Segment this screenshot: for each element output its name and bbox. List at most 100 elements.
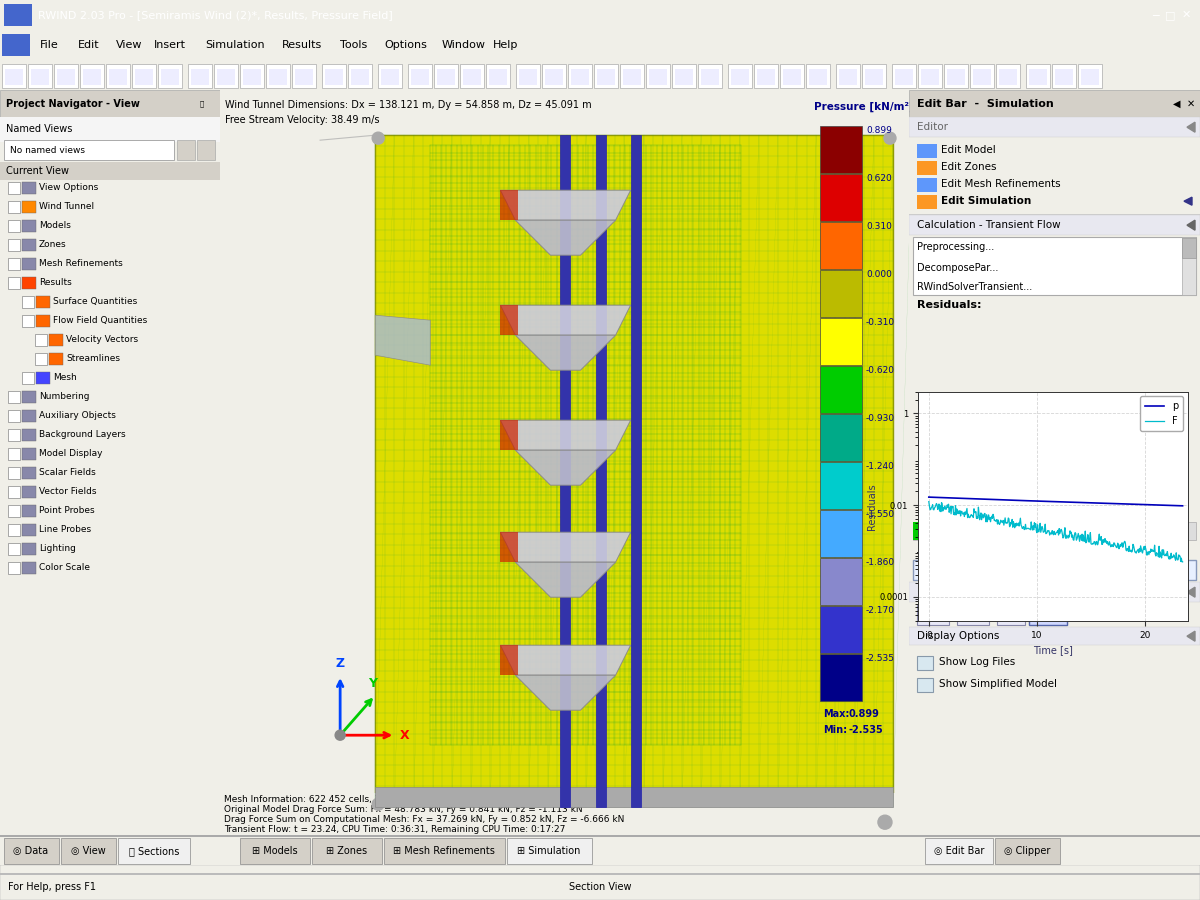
Bar: [1081, 69, 1099, 85]
Bar: [106, 64, 130, 88]
Text: Drag Force Sum on Computational Mesh: Fx = 37.269 kN, Fy = 0.852 kN, Fz = -6.666: Drag Force Sum on Computational Mesh: Fx…: [224, 814, 624, 824]
Bar: [8, 410, 20, 422]
Bar: [910, 117, 1200, 137]
Bar: [925, 838, 994, 864]
Text: p: p: [1044, 610, 1051, 620]
F: [1105, 539, 1120, 550]
Bar: [674, 69, 694, 85]
Bar: [132, 64, 156, 88]
p: [1106, 499, 1121, 509]
Text: -0.310: -0.310: [866, 319, 895, 328]
Bar: [0, 162, 220, 180]
Bar: [995, 838, 1060, 864]
Text: Color Scale: Color Scale: [38, 562, 90, 572]
Bar: [2, 34, 30, 56]
Bar: [947, 69, 965, 85]
Bar: [910, 215, 1200, 235]
Bar: [571, 69, 589, 85]
Text: Edit Model: Edit Model: [941, 145, 996, 155]
Polygon shape: [1187, 631, 1195, 641]
Bar: [922, 69, 940, 85]
Bar: [1182, 238, 1196, 258]
Text: Auxiliary Objects: Auxiliary Objects: [38, 410, 116, 419]
Text: ⇒: ⇒: [968, 610, 978, 620]
Text: 0.310: 0.310: [866, 222, 892, 231]
Text: Vector Fields: Vector Fields: [38, 487, 96, 496]
Bar: [500, 532, 518, 562]
F: [1022, 524, 1037, 535]
Bar: [1055, 69, 1073, 85]
Bar: [958, 605, 989, 626]
Text: Flow Field Quantities: Flow Field Quantities: [53, 316, 148, 325]
Bar: [8, 467, 20, 479]
Bar: [839, 69, 857, 85]
Text: Wind Tunnel: Wind Tunnel: [38, 202, 94, 211]
Bar: [118, 838, 190, 864]
Bar: [917, 144, 937, 158]
Polygon shape: [516, 335, 616, 370]
Text: X: X: [401, 729, 410, 742]
Bar: [1182, 238, 1196, 295]
Circle shape: [335, 730, 346, 740]
Text: Edit Bar  -  Simulation: Edit Bar - Simulation: [917, 99, 1054, 109]
Text: ⬛: ⬛: [200, 101, 204, 107]
Circle shape: [372, 798, 384, 810]
Text: Streamlines: Streamlines: [66, 354, 120, 363]
Text: -2.170: -2.170: [866, 607, 895, 616]
Bar: [410, 69, 430, 85]
F: [1081, 533, 1096, 544]
Bar: [292, 64, 316, 88]
Text: Transient Flow: t = 23.24, CPU Time: 0:36:31, Remaining CPU Time: 0:17:27: Transient Flow: t = 23.24, CPU Time: 0:3…: [224, 824, 565, 833]
Text: ◎ View: ◎ View: [71, 846, 106, 856]
Bar: [646, 64, 670, 88]
Bar: [22, 486, 36, 499]
Bar: [820, 270, 862, 317]
Text: Mesh: Mesh: [53, 373, 77, 382]
Bar: [918, 64, 942, 88]
Text: Instant Results: Instant Results: [917, 587, 995, 598]
Bar: [1030, 605, 1067, 626]
Bar: [376, 135, 893, 807]
Text: Line Probes: Line Probes: [38, 525, 91, 534]
Text: Mesh Refinements: Mesh Refinements: [38, 258, 122, 267]
Bar: [8, 429, 20, 441]
Text: Named Views: Named Views: [6, 124, 72, 134]
Bar: [8, 239, 20, 251]
Bar: [36, 373, 50, 384]
Bar: [520, 69, 538, 85]
Bar: [910, 214, 1200, 215]
Text: -0.620: -0.620: [866, 366, 895, 375]
Text: Numbering: Numbering: [38, 392, 90, 400]
Bar: [22, 410, 36, 422]
Text: Models: Models: [38, 220, 71, 230]
Bar: [820, 654, 862, 701]
Bar: [348, 64, 372, 88]
Bar: [22, 373, 34, 384]
Text: DecomposePar...: DecomposePar...: [917, 263, 998, 274]
Bar: [8, 202, 20, 213]
Bar: [516, 64, 540, 88]
Bar: [568, 64, 592, 88]
Bar: [0, 90, 220, 117]
Bar: [22, 562, 36, 574]
Bar: [973, 69, 991, 85]
Bar: [191, 69, 209, 85]
Bar: [728, 64, 752, 88]
Bar: [500, 190, 518, 220]
Polygon shape: [516, 220, 616, 256]
Text: Background Layers: Background Layers: [38, 429, 126, 438]
Bar: [970, 64, 994, 88]
Text: ⊞ Zones: ⊞ Zones: [326, 846, 367, 856]
Text: 0.899: 0.899: [866, 126, 892, 135]
Text: Mesh Information: 622 452 cells, 717 194 nodes: Mesh Information: 622 452 cells, 717 194…: [224, 795, 442, 804]
Text: Tools: Tools: [340, 40, 367, 50]
Text: Insert: Insert: [154, 40, 186, 50]
Polygon shape: [500, 190, 630, 220]
Bar: [1026, 64, 1050, 88]
Bar: [408, 64, 432, 88]
Text: ◎ Data: ◎ Data: [13, 846, 48, 856]
Polygon shape: [1187, 220, 1195, 230]
Text: ◀: ◀: [1174, 99, 1181, 109]
Bar: [8, 544, 20, 555]
Text: Velocity Vectors: Velocity Vectors: [66, 335, 138, 344]
